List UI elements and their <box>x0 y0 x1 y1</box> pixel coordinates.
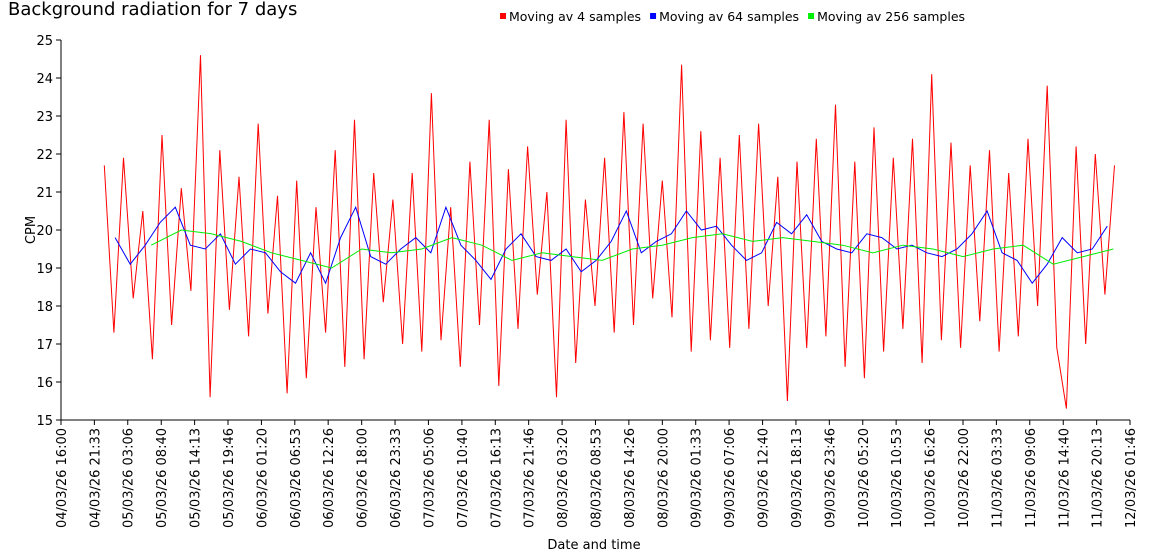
x-tick-label: 06/03/26 18:00 <box>356 428 371 528</box>
x-tick-label: 07/03/26 05:06 <box>422 428 437 528</box>
x-tick-label: 05/03/26 19:46 <box>222 428 237 528</box>
y-axis-label: CPM <box>24 216 39 244</box>
legend: Moving av 4 samples Moving av 64 samples M… <box>500 9 965 24</box>
x-tick-label: 08/03/26 14:26 <box>623 428 638 528</box>
x-tick-label: 09/03/26 12:40 <box>757 428 772 528</box>
y-tick-label: 19 <box>36 262 53 277</box>
y-tick-label: 23 <box>36 110 53 125</box>
x-axis-label: Date and time <box>547 538 640 553</box>
x-tick-label: 05/03/26 08:40 <box>155 428 170 528</box>
legend-swatch <box>650 13 657 19</box>
chart-title: Background radiation for 7 days <box>8 0 297 20</box>
x-tick-label: 07/03/26 16:13 <box>489 428 504 528</box>
x-tick-label: 07/03/26 21:46 <box>523 428 538 528</box>
x-tick-label: 04/03/26 21:33 <box>88 428 103 528</box>
x-tick-label: 06/03/26 06:53 <box>289 428 304 528</box>
x-tick-label: 12/03/26 01:46 <box>1124 428 1139 528</box>
y-tick-label: 16 <box>36 376 53 391</box>
x-tick-label: 08/03/26 08:53 <box>589 428 604 528</box>
x-tick-label: 09/03/26 01:33 <box>690 428 705 528</box>
x-tick-label: 04/03/26 16:00 <box>55 428 70 528</box>
x-tick-label: 08/03/26 20:00 <box>656 428 671 528</box>
x-tick-label: 08/03/26 03:20 <box>556 428 571 528</box>
x-tick-label: 11/03/26 20:13 <box>1091 428 1106 528</box>
legend-label: Moving av 64 samples <box>659 9 799 24</box>
x-tick-label: 06/03/26 12:26 <box>322 428 337 528</box>
legend-swatch <box>808 13 815 19</box>
series-line <box>114 205 1108 285</box>
legend-label: Moving av 4 samples <box>509 9 641 24</box>
x-tick-label: 10/03/26 10:53 <box>890 428 905 528</box>
x-tick-label: 09/03/26 07:06 <box>723 428 738 528</box>
y-tick-label: 20 <box>36 224 53 239</box>
series-line <box>103 55 1115 409</box>
y-tick-label: 25 <box>36 34 53 49</box>
x-tick-label: 07/03/26 10:40 <box>456 428 471 528</box>
x-tick-label: 10/03/26 22:00 <box>957 428 972 528</box>
y-tick-label: 21 <box>36 186 53 201</box>
x-tick-label: 09/03/26 23:46 <box>823 428 838 528</box>
x-tick-label: 11/03/26 09:06 <box>1024 428 1039 528</box>
legend-label: Moving av 256 samples <box>817 9 965 24</box>
y-tick-label: 17 <box>36 338 53 353</box>
x-tick-label: 11/03/26 03:33 <box>990 428 1005 528</box>
x-tick-label: 05/03/26 03:06 <box>122 428 137 528</box>
x-tick-label: 11/03/26 14:40 <box>1057 428 1072 528</box>
x-tick-label: 06/03/26 23:33 <box>389 428 404 528</box>
y-tick-label: 22 <box>36 148 53 163</box>
legend-swatch <box>500 13 506 19</box>
series-line <box>150 229 1114 269</box>
y-tick-label: 18 <box>36 300 53 315</box>
x-tick-label: 10/03/26 16:26 <box>924 428 939 528</box>
x-tick-label: 09/03/26 18:13 <box>790 428 805 528</box>
y-tick-label: 24 <box>36 72 53 87</box>
x-tick-label: 10/03/26 05:20 <box>857 428 872 528</box>
x-tick-label: 06/03/26 01:20 <box>255 428 270 528</box>
y-tick-label: 15 <box>36 414 53 429</box>
x-tick-label: 05/03/26 14:13 <box>189 428 204 528</box>
